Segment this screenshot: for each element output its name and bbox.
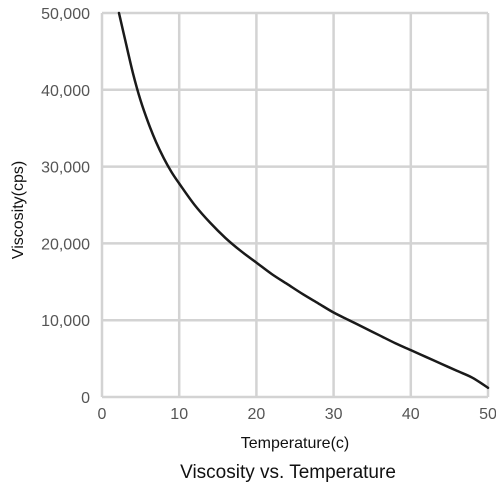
x-tick-label: 50 xyxy=(479,406,496,423)
x-axis-ticks: 0 10 20 30 40 50 xyxy=(98,406,496,423)
x-tick-label: 30 xyxy=(325,406,343,423)
series-line-0 xyxy=(117,11,490,390)
y-tick-label: 0 xyxy=(81,390,90,407)
y-tick-label: 40,000 xyxy=(41,83,90,100)
y-tick-label: 50,000 xyxy=(41,6,90,23)
chart-title: Viscosity vs. Temperature xyxy=(180,462,396,483)
x-tick-label: 20 xyxy=(248,406,266,423)
y-axis-label: Viscosity(cps) xyxy=(10,161,27,259)
y-tick-label: 30,000 xyxy=(41,160,90,177)
x-tick-label: 40 xyxy=(402,406,420,423)
y-tick-label: 10,000 xyxy=(41,313,90,330)
x-axis-label: Temperature(c) xyxy=(241,435,349,452)
x-tick-label: 0 xyxy=(98,406,107,423)
x-tick-label: 10 xyxy=(170,406,188,423)
y-axis-ticks: 0 10,000 20,000 30,000 40,000 50,000 xyxy=(41,6,90,407)
y-tick-label: 20,000 xyxy=(41,236,90,253)
grid xyxy=(100,11,490,399)
series-layer xyxy=(117,11,490,390)
